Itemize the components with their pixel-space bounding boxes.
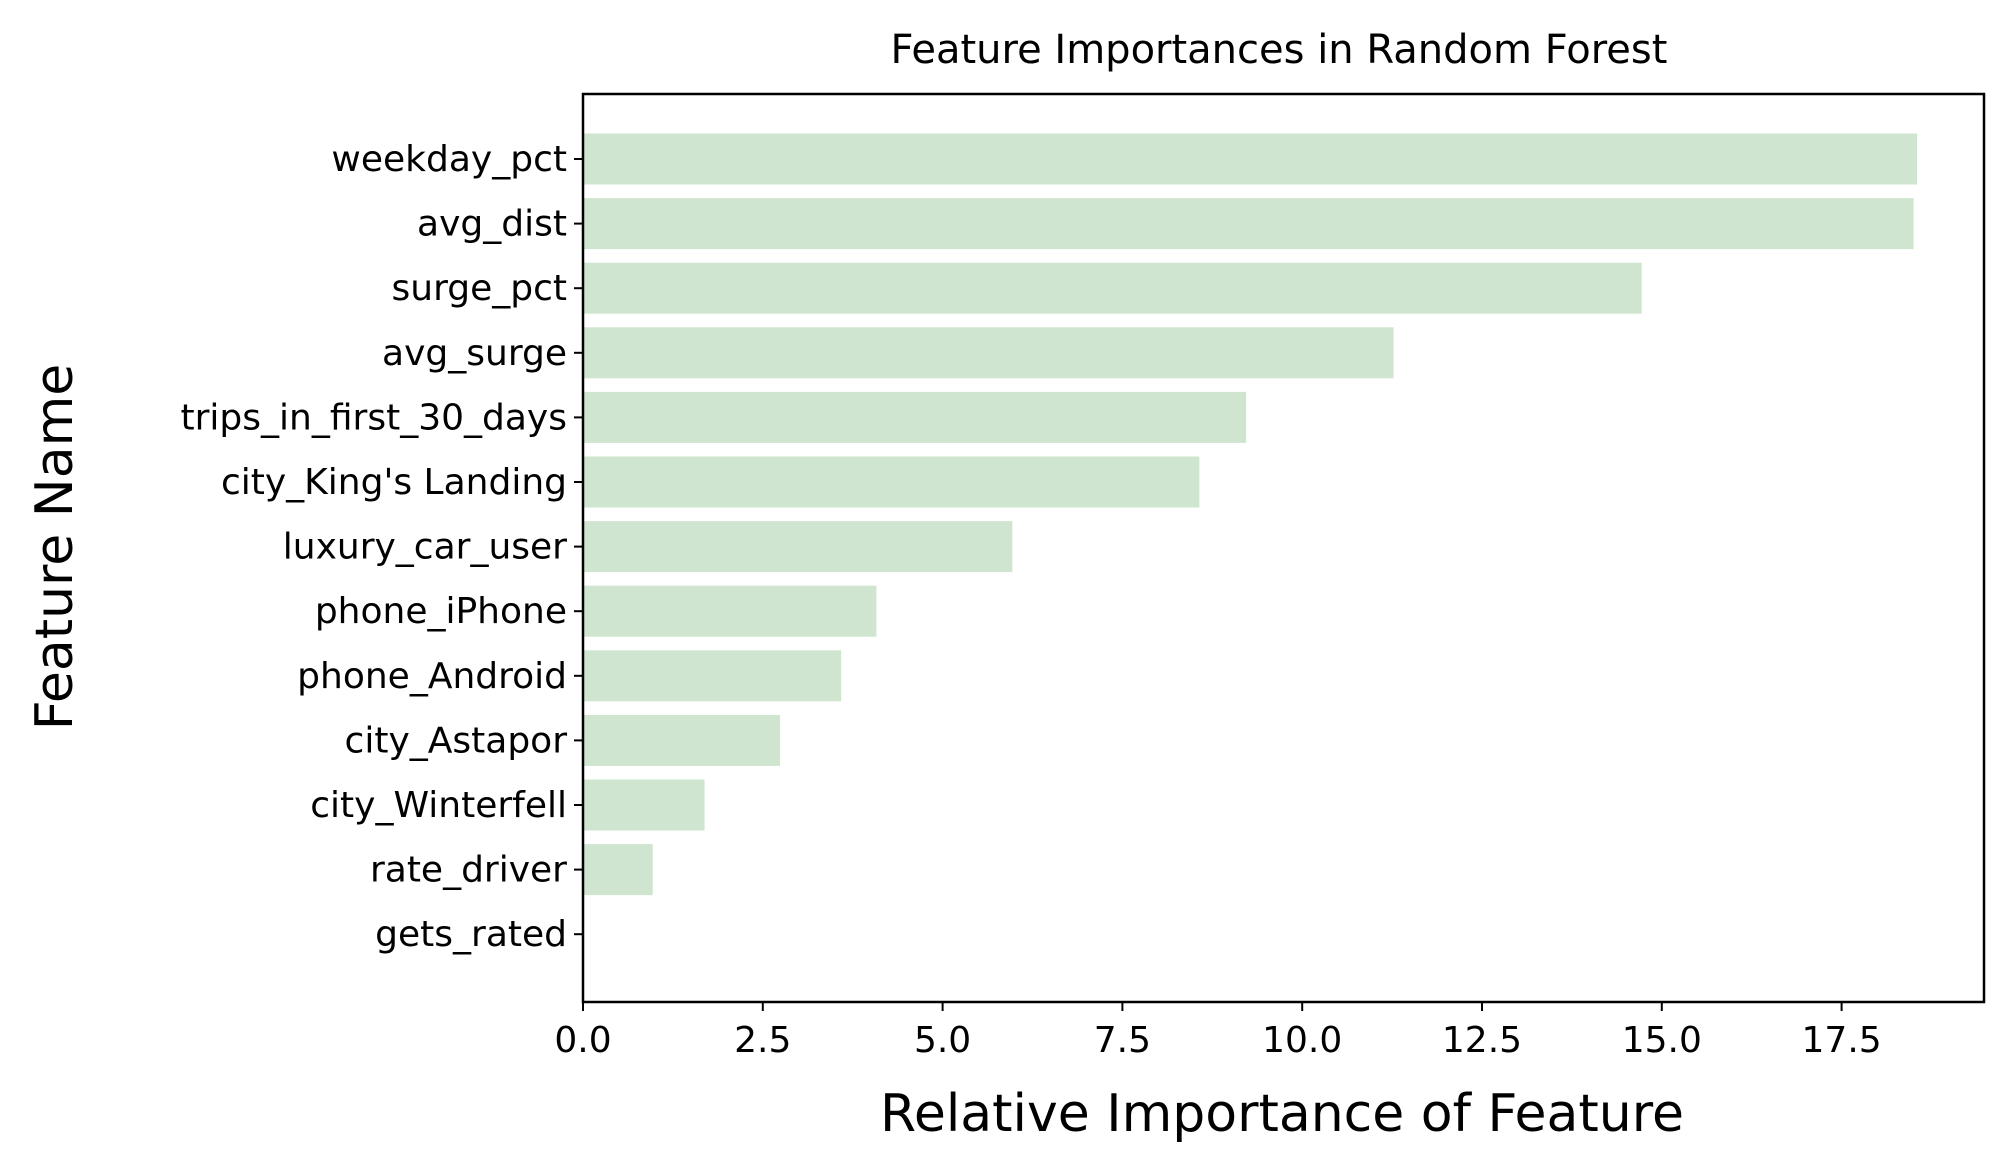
- x-tick-label: 10.0: [1262, 1020, 1342, 1061]
- x-axis-ticks: 0.0 2.5 5.0 7.5 10.0 12.5 15.0 17.5: [554, 1002, 1882, 1061]
- bar-0: [583, 133, 1918, 185]
- y-tick-label: surge_pct: [392, 268, 568, 309]
- x-tick-label: 7.5: [1094, 1020, 1151, 1061]
- y-tick-label: luxury_car_user: [283, 527, 567, 568]
- y-tick-label: rate_driver: [370, 850, 567, 891]
- y-axis-ticks: weekday_pct avg_dist surge_pct avg_surgetri…: [181, 139, 583, 955]
- x-tick-label: 15.0: [1622, 1020, 1702, 1061]
- x-tick-label: 0.0: [554, 1020, 611, 1061]
- chart-title: Feature Importances in Random Forest: [891, 27, 1668, 73]
- x-tick-label: 12.5: [1442, 1020, 1522, 1061]
- bar-2: [583, 262, 1642, 314]
- y-tick-label: phone_Android: [297, 656, 567, 697]
- x-tick-label: 17.5: [1802, 1020, 1882, 1061]
- x-tick-label: 5.0: [914, 1020, 971, 1061]
- y-tick-label: avg_dist: [417, 204, 567, 245]
- bar-11: [583, 844, 653, 896]
- x-tick-label: 2.5: [734, 1020, 791, 1061]
- y-tick-label: city_Winterfell: [310, 785, 567, 826]
- bar-4: [583, 391, 1247, 443]
- bar-6: [583, 521, 1013, 573]
- y-tick-label: trips_in_first_30_days: [181, 397, 567, 438]
- x-axis-label: Relative Importance of Feature: [880, 1084, 1684, 1144]
- bar-10: [583, 779, 705, 831]
- bars-group: [583, 133, 1918, 896]
- y-tick-label: weekday_pct: [331, 139, 567, 180]
- y-tick-label: city_King's Landing: [221, 462, 567, 503]
- y-tick-label: gets_rated: [375, 914, 567, 955]
- plot-frame: [581, 92, 1986, 1004]
- y-tick-label: phone_iPhone: [315, 591, 567, 632]
- bar-3: [583, 327, 1394, 379]
- bar-7: [583, 585, 877, 637]
- bar-1: [583, 198, 1914, 250]
- bar-5: [583, 456, 1200, 508]
- bar-8: [583, 650, 842, 702]
- y-tick-label: city_Astapor: [345, 720, 568, 761]
- y-axis-label: Feature Name: [25, 364, 85, 730]
- y-tick-label: avg_surge: [382, 333, 567, 374]
- bar-9: [583, 714, 781, 766]
